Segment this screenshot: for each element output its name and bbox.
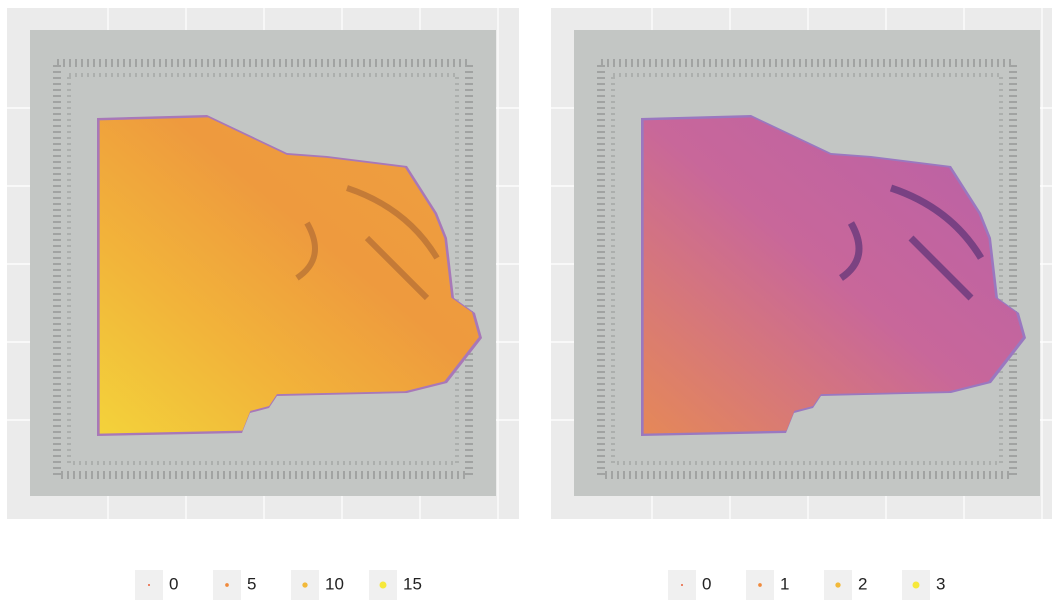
legend-label: 15 [403, 574, 422, 593]
legend-label: 1 [780, 574, 789, 593]
figure: 0 5 10 15 0 1 2 3 [0, 0, 1052, 601]
legend-dot [835, 582, 840, 587]
legend-dot [913, 582, 920, 589]
legends: 0 5 10 15 0 1 2 3 [135, 570, 945, 600]
legend-dot [758, 583, 762, 587]
legend-label: 0 [702, 574, 711, 593]
legend-label: 10 [325, 574, 344, 593]
legend-label: 2 [858, 574, 867, 593]
legend-dot [148, 584, 150, 586]
legend-dot [380, 582, 387, 589]
panel-left [7, 8, 519, 519]
legend-dot [225, 583, 229, 587]
legend-label: 0 [169, 574, 178, 593]
legend-label: 5 [247, 574, 256, 593]
legend-dot [302, 582, 307, 587]
panel-right [551, 8, 1052, 519]
legend-dot [681, 584, 683, 586]
legend-label: 3 [936, 574, 945, 593]
